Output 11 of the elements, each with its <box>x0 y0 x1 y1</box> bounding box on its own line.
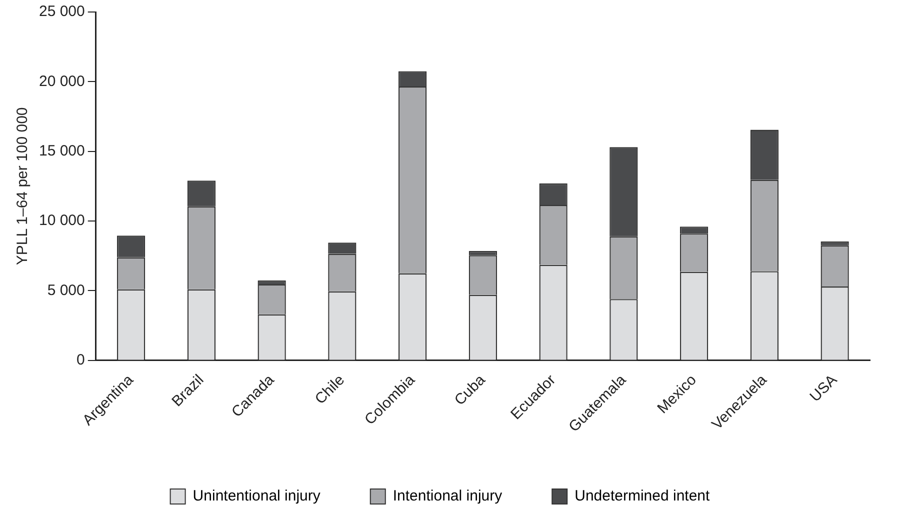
y-tick-label: 10 000 <box>38 212 85 230</box>
y-tick-label: 15 000 <box>38 142 85 160</box>
y-tick-label: 25 000 <box>38 3 85 20</box>
legend-label: Intentional injury <box>392 488 503 505</box>
y-tick-label: 0 <box>76 352 85 369</box>
y-tick-label: 5 000 <box>47 282 85 299</box>
x-tick-label: USA <box>806 371 841 406</box>
y-tick-label: 20 000 <box>38 72 85 90</box>
legend-label: Undetermined intent <box>574 488 711 505</box>
legend-label: Unintentional injury <box>192 488 321 505</box>
y-axis-title: YPLL 1–64 per 100 000 <box>14 107 32 266</box>
